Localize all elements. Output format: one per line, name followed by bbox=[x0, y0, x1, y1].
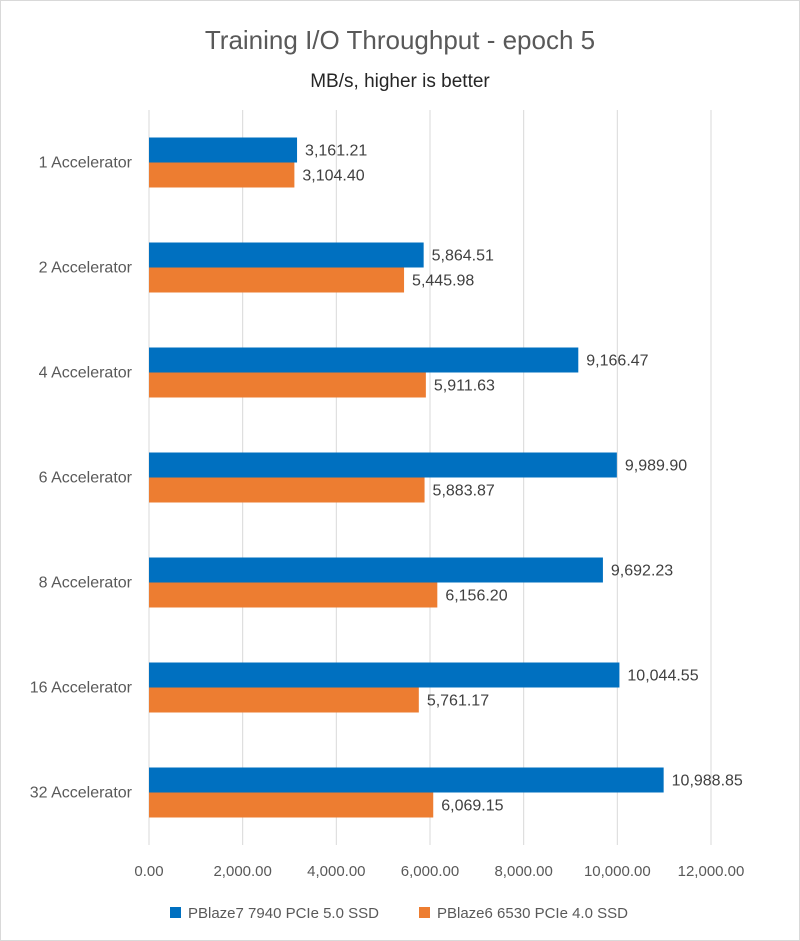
chart-title: Training I/O Throughput - epoch 5 bbox=[205, 25, 595, 55]
bar bbox=[149, 452, 617, 478]
bar bbox=[149, 347, 579, 373]
x-tick-label: 12,000.00 bbox=[678, 863, 745, 880]
category-label: 2 Accelerator bbox=[39, 260, 133, 277]
bar bbox=[149, 267, 405, 293]
chart-subtitle: MB/s, higher is better bbox=[310, 71, 490, 92]
bar bbox=[149, 137, 298, 163]
category-label: 6 Accelerator bbox=[39, 470, 133, 487]
x-tick-label: 8,000.00 bbox=[494, 863, 552, 880]
data-label: 5,883.87 bbox=[433, 483, 495, 500]
bar bbox=[149, 557, 603, 583]
category-axis: 1 Accelerator 2 Accelerator 4 Accelerator 6… bbox=[30, 155, 133, 802]
x-tick-label: 6,000.00 bbox=[401, 863, 459, 880]
bar bbox=[149, 767, 664, 793]
bar bbox=[149, 162, 295, 188]
legend: PBlaze7 7940 PCIe 5.0 SSD PBlaze6 6530 P… bbox=[170, 905, 628, 922]
legend-label-pblaze7: PBlaze7 7940 PCIe 5.0 SSD bbox=[188, 905, 379, 922]
bar bbox=[149, 477, 425, 503]
data-label: 9,166.47 bbox=[586, 353, 648, 370]
x-tick-label: 4,000.00 bbox=[307, 863, 365, 880]
legend-swatch-pblaze6 bbox=[419, 907, 430, 918]
data-label: 10,988.85 bbox=[672, 773, 743, 790]
legend-swatch-pblaze7 bbox=[170, 907, 181, 918]
data-label: 5,911.63 bbox=[434, 378, 495, 395]
data-label: 5,445.98 bbox=[412, 273, 474, 290]
bar bbox=[149, 582, 438, 608]
bar bbox=[149, 662, 620, 688]
bars bbox=[149, 137, 664, 818]
data-label: 5,761.17 bbox=[427, 693, 489, 710]
data-label: 5,864.51 bbox=[432, 248, 494, 265]
bar bbox=[149, 687, 419, 713]
category-label: 16 Accelerator bbox=[30, 680, 133, 697]
data-labels: 3,161.21 3,104.40 5,864.51 5,445.98 9,166.47… bbox=[302, 143, 743, 815]
bar bbox=[149, 372, 426, 398]
data-label: 9,692.23 bbox=[611, 563, 673, 580]
category-label: 8 Accelerator bbox=[39, 575, 133, 592]
x-axis-ticks: 0.00 2,000.00 4,000.00 6,000.00 8,000.00 10,0… bbox=[134, 863, 744, 880]
bar bbox=[149, 792, 434, 818]
x-tick-label: 0.00 bbox=[134, 863, 163, 880]
data-label: 9,989.90 bbox=[625, 458, 687, 475]
x-tick-label: 10,000.00 bbox=[584, 863, 651, 880]
data-label: 6,156.20 bbox=[445, 588, 507, 605]
category-label: 4 Accelerator bbox=[39, 365, 133, 382]
data-label: 3,161.21 bbox=[305, 143, 367, 160]
category-label: 32 Accelerator bbox=[30, 785, 133, 802]
x-tick-label: 2,000.00 bbox=[213, 863, 271, 880]
bar bbox=[149, 242, 424, 268]
legend-label-pblaze6: PBlaze6 6530 PCIe 4.0 SSD bbox=[437, 905, 628, 922]
data-label: 10,044.55 bbox=[627, 668, 698, 685]
data-label: 3,104.40 bbox=[302, 168, 364, 185]
data-label: 6,069.15 bbox=[441, 798, 503, 815]
category-label: 1 Accelerator bbox=[39, 155, 133, 172]
